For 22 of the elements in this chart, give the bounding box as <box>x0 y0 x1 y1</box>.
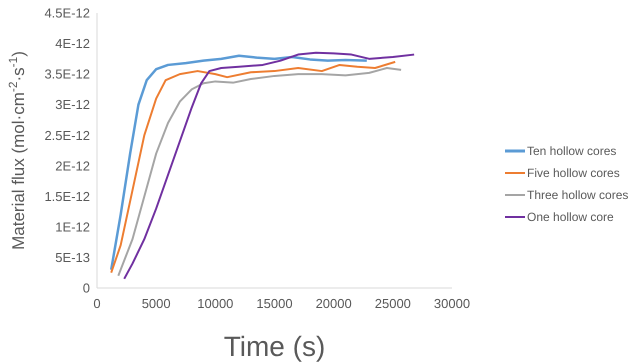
legend-label: Three hollow cores <box>527 188 628 202</box>
x-tick-label: 25000 <box>374 296 411 311</box>
y-tick-label: 2.5E-12 <box>44 128 90 143</box>
y-tick-label: 2E-12 <box>55 158 90 174</box>
legend-label: Ten hollow cores <box>527 144 616 158</box>
x-tick-label: 30000 <box>434 296 470 311</box>
y-tick-label: 4.5E-12 <box>44 6 90 21</box>
x-tick-label: 20000 <box>316 296 352 311</box>
y-tick-label: 5E-13 <box>55 250 90 265</box>
x-tick-label: 10000 <box>197 296 234 311</box>
y-tick-label: 3E-12 <box>55 97 90 112</box>
y-tick-label: 3.5E-12 <box>44 66 90 82</box>
legend-label: Five hollow cores <box>527 166 620 180</box>
y-tick-label: 1E-12 <box>55 219 90 234</box>
y-tick-label: 1.5E-12 <box>44 188 90 204</box>
x-tick-label: 0 <box>93 296 101 311</box>
x-tick-label: 15000 <box>256 296 293 311</box>
y-tick-label: 0 <box>82 280 90 296</box>
x-tick-label: 5000 <box>142 296 171 311</box>
x-axis-title: Time (s) <box>224 331 326 362</box>
legend-label: One hollow core <box>527 210 614 224</box>
y-tick-label: 4E-12 <box>55 36 90 52</box>
